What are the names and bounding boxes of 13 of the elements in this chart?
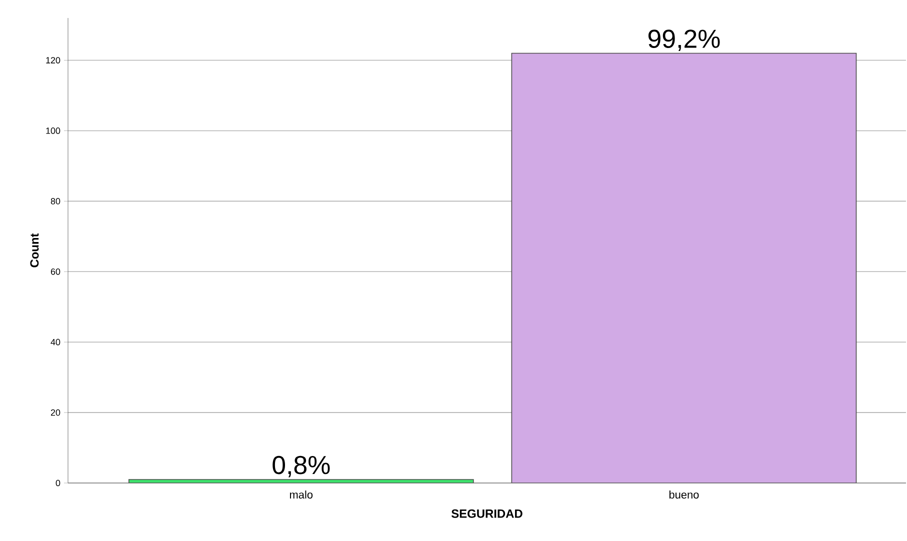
y-tick-label: 0 xyxy=(56,480,60,486)
y-tick-label: 40 xyxy=(50,338,60,346)
y-tick-label: 80 xyxy=(50,198,60,204)
x-axis-title: SEGURIDAD xyxy=(451,509,522,518)
y-tick-label: 120 xyxy=(46,57,60,64)
x-tick-label: malo xyxy=(290,490,313,499)
y-tick-label: 20 xyxy=(50,409,60,416)
y-tick-label: 60 xyxy=(50,268,60,275)
annotation: 99,2% xyxy=(648,30,720,52)
y-tick-label: 100 xyxy=(46,128,60,134)
x-tick-label: bueno xyxy=(669,490,699,499)
annotation: 0,8% xyxy=(272,456,330,478)
y-axis-title: Count xyxy=(30,233,39,268)
